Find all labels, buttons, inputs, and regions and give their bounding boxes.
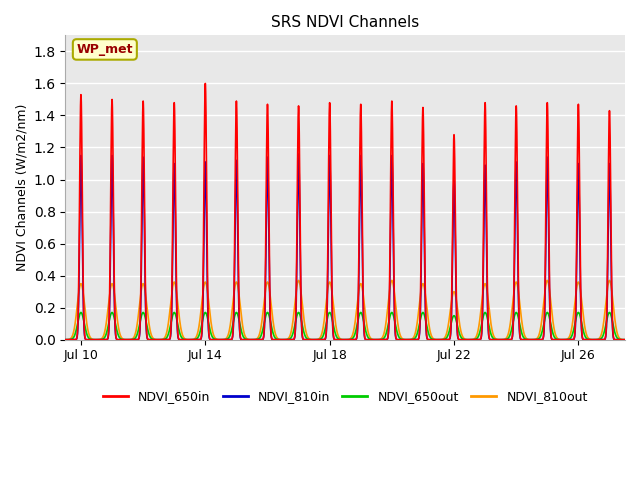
- NDVI_650out: [612, 333, 620, 338]
- NDVI_650in: [612, 337, 620, 343]
- NDVI_650out: [503, 336, 511, 342]
- NDVI_650in: [412, 337, 420, 343]
- NDVI_810out: [93, 337, 101, 343]
- NDVI_810out: [404, 337, 412, 343]
- NDVI_650in: [61, 337, 69, 343]
- NDVI_810in: [295, 151, 303, 157]
- Text: WP_met: WP_met: [77, 43, 133, 56]
- NDVI_650out: [93, 337, 101, 343]
- NDVI_650out: [211, 336, 219, 342]
- Line: NDVI_650out: NDVI_650out: [65, 312, 625, 340]
- NDVI_650in: [503, 337, 511, 343]
- NDVI_650in: [202, 81, 209, 86]
- NDVI_810out: [211, 335, 219, 341]
- Y-axis label: NDVI Channels (W/m2/nm): NDVI Channels (W/m2/nm): [15, 104, 28, 271]
- NDVI_650out: [621, 337, 629, 343]
- NDVI_650out: [77, 310, 84, 315]
- NDVI_650in: [404, 337, 412, 343]
- NDVI_650in: [435, 337, 442, 343]
- NDVI_650out: [404, 337, 412, 343]
- NDVI_650out: [412, 334, 420, 340]
- NDVI_650in: [93, 337, 101, 343]
- NDVI_810in: [93, 337, 101, 343]
- NDVI_810in: [435, 337, 442, 343]
- NDVI_810in: [503, 337, 511, 343]
- NDVI_810out: [61, 337, 69, 343]
- Title: SRS NDVI Channels: SRS NDVI Channels: [271, 15, 419, 30]
- NDVI_810in: [412, 337, 420, 343]
- NDVI_650out: [435, 337, 442, 343]
- NDVI_810out: [412, 327, 420, 333]
- NDVI_810in: [211, 337, 219, 343]
- NDVI_650in: [621, 337, 629, 343]
- NDVI_810out: [621, 337, 629, 343]
- Line: NDVI_810out: NDVI_810out: [65, 280, 625, 340]
- NDVI_810out: [435, 337, 442, 343]
- NDVI_810out: [503, 334, 511, 340]
- Line: NDVI_810in: NDVI_810in: [65, 154, 625, 340]
- NDVI_810out: [294, 277, 302, 283]
- NDVI_650out: [61, 337, 69, 343]
- NDVI_810in: [61, 337, 69, 343]
- NDVI_810in: [612, 337, 620, 343]
- Legend: NDVI_650in, NDVI_810in, NDVI_650out, NDVI_810out: NDVI_650in, NDVI_810in, NDVI_650out, NDV…: [98, 385, 593, 408]
- Line: NDVI_650in: NDVI_650in: [65, 84, 625, 340]
- NDVI_810in: [404, 337, 412, 343]
- NDVI_810out: [612, 323, 620, 329]
- NDVI_650in: [211, 337, 219, 343]
- NDVI_810in: [621, 337, 629, 343]
